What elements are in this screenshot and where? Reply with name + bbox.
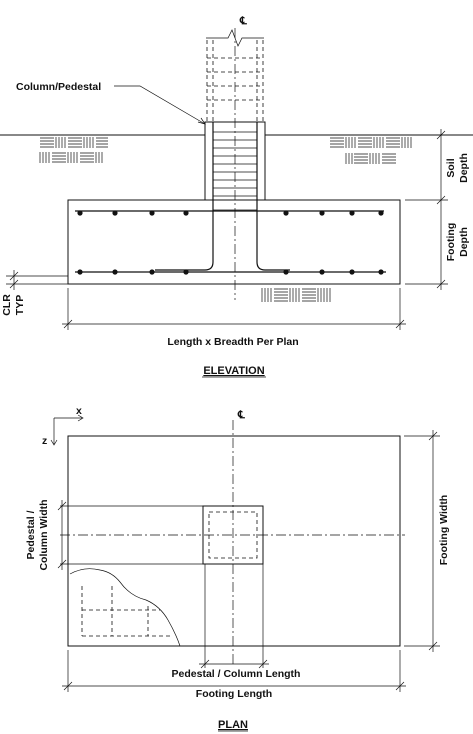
column-pedestal-label: Column/Pedestal — [16, 81, 101, 93]
length-breadth-label: Length x Breadth Per Plan — [167, 336, 298, 348]
soil-depth-label-2: Depth — [458, 153, 470, 183]
centerline-label-elevation: ℄ — [239, 15, 248, 27]
bottom-rebar-dots — [77, 269, 384, 275]
column-bar-right — [256, 122, 290, 271]
footing-width-label: Footing Width — [438, 495, 450, 565]
footing-outline — [67, 199, 401, 285]
axis-z-label: z — [42, 435, 47, 447]
typ-label: TYP — [14, 295, 26, 315]
pedestal-width-label: Pedestal / — [25, 510, 37, 559]
clr-label: CLR — [1, 294, 13, 316]
pedestal-ties — [213, 131, 257, 211]
column-bar-left — [155, 122, 214, 271]
soil-hatch-right — [330, 137, 412, 164]
footing-depth-label-2: Depth — [458, 227, 470, 257]
plan-pedestal-inner — [208, 511, 258, 559]
top-rebar-dots — [77, 210, 384, 216]
elevation-title: ELEVATION — [203, 365, 264, 377]
footing-length-label: Footing Length — [196, 688, 272, 700]
plan-view: x z ℄ Pedestal / Column Wid — [25, 405, 450, 732]
soil-hatch-below — [261, 288, 331, 302]
column-pedestal-leader — [114, 85, 206, 125]
plan-pedestal-outline — [202, 505, 264, 565]
plan-footing-outline — [67, 435, 401, 647]
soil-depth-label: Soil — [445, 158, 457, 177]
soil-hatch-left — [39, 137, 108, 163]
footing-depth-label: Footing — [445, 223, 457, 261]
cutaway-rebar-grid — [81, 586, 172, 637]
centerline-label-plan: ℄ — [237, 409, 246, 421]
pedestal-length-label: Pedestal / Column Length — [172, 668, 301, 680]
pedestal-width-label-2: Column Width — [38, 499, 50, 570]
plan-title: PLAN — [218, 719, 248, 731]
elevation-view: ℄ — [0, 15, 473, 378]
cutaway-break-line — [69, 568, 181, 647]
axis-x-label: x — [76, 405, 82, 417]
